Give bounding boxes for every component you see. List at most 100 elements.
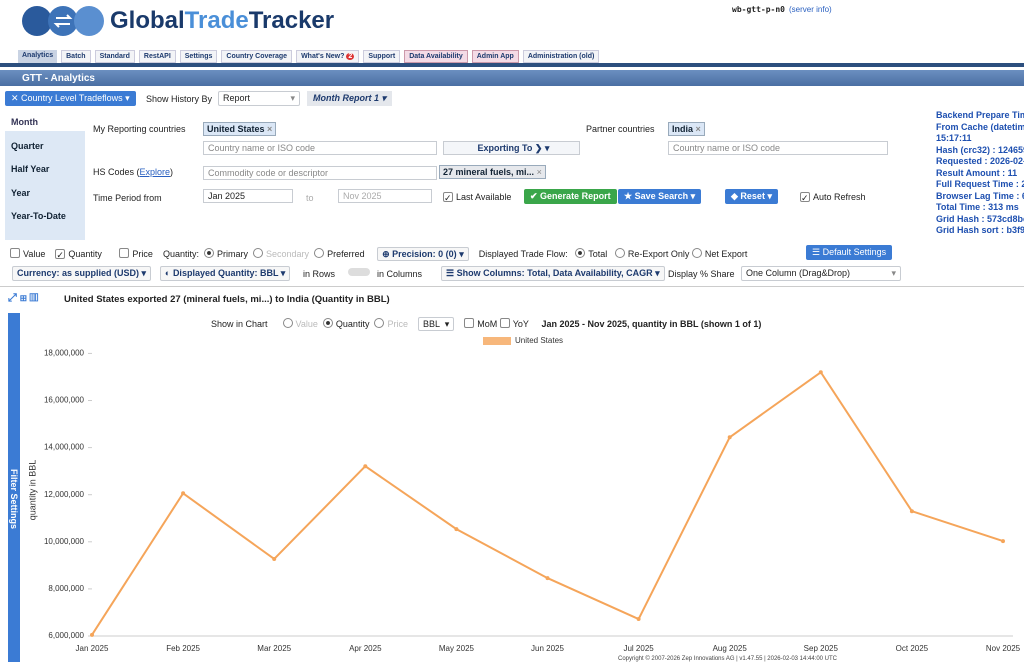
series-line — [91, 370, 1004, 636]
logo-part: Trade — [184, 7, 249, 34]
x-tick-label: Oct 2025 — [896, 644, 929, 653]
period-item[interactable]: Month — [5, 113, 91, 131]
point — [454, 527, 459, 532]
period-item[interactable]: Year-To-Date — [11, 211, 66, 221]
label: Show in Chart — [211, 319, 268, 329]
filter-sidebar[interactable] — [8, 313, 20, 662]
currency-select[interactable]: Currency: as supplied (USD) ▾ — [12, 266, 152, 281]
country-tag[interactable]: India × — [668, 122, 705, 136]
y-tick-label: 18,000,000 — [44, 349, 85, 358]
tab[interactable]: Batch — [61, 50, 91, 63]
copyright: Copyright © 2007-2026 Zep Innovations AG… — [618, 656, 838, 662]
label: Last Available — [456, 192, 512, 202]
toggle[interactable] — [348, 268, 370, 276]
explore-link[interactable]: Explore — [139, 167, 171, 177]
x-tick-label: Aug 2025 — [713, 644, 748, 653]
section-title: GTT - Analytics — [22, 73, 95, 84]
generate-button[interactable]: ✔ Generate Report — [524, 189, 617, 204]
logo-text: GlobalTradeTracker — [110, 7, 334, 35]
label: Preferred — [327, 249, 365, 259]
tab[interactable]: Admin App — [471, 50, 519, 63]
reset-button[interactable]: ◆ Reset ▾ — [725, 189, 778, 204]
tab[interactable]: Analytics — [18, 50, 58, 63]
input[interactable]: Country name or ISO code — [668, 141, 888, 155]
label: Net Export — [704, 249, 748, 259]
tab[interactable]: What's New? 2 — [296, 50, 360, 63]
point — [363, 464, 368, 469]
tab[interactable]: Standard — [94, 50, 135, 63]
report-select[interactable]: Month Report 1 ▾ — [307, 91, 393, 106]
y-tick-label: 6,000,000 — [48, 631, 84, 640]
history-select[interactable]: Report ▾ — [218, 91, 300, 106]
server-name: wb-gtt-p-n0 — [732, 5, 785, 14]
info-line: Backend Prepare Tim — [936, 110, 1024, 120]
label: My Reporting countries — [93, 124, 186, 134]
info-line: Total Time : 313 ms — [936, 202, 1019, 212]
input[interactable]: Country name or ISO code — [203, 141, 437, 155]
tab[interactable]: Data Availability — [404, 50, 468, 63]
server-info[interactable]: (server info) — [789, 5, 832, 14]
columns-select[interactable]: ☰ Show Columns: Total, Data Availability… — [441, 266, 665, 281]
input[interactable]: Commodity code or descriptor — [203, 166, 437, 180]
tab[interactable]: RestAPI — [138, 50, 176, 63]
tab[interactable]: Administration (old) — [522, 50, 600, 63]
logo-part: Global — [110, 7, 185, 34]
tab[interactable]: Support — [363, 50, 401, 63]
tab-label: Administration (old) — [527, 53, 595, 60]
date-input[interactable]: Jan 2025 — [203, 189, 293, 203]
hs-tag[interactable]: 27 mineral fuels, mi... × — [439, 165, 546, 179]
x-tick-label: Jul 2025 — [623, 644, 654, 653]
tag-text: 27 mineral fuels, mi... — [443, 167, 535, 177]
checkbox[interactable]: ✓ Auto Refresh — [800, 192, 866, 203]
point — [818, 370, 823, 375]
date-input[interactable]: Nov 2025 — [338, 189, 432, 203]
x-tick-label: Sep 2025 — [804, 644, 839, 653]
info-line: Grid Hash sort : b3f9 — [936, 225, 1024, 235]
tab[interactable]: Settings — [179, 50, 218, 63]
direction-select[interactable]: Exporting To ❯ ▾ — [443, 141, 580, 155]
flow-button[interactable]: ✕ Country Level Tradeflows ▾ — [5, 91, 136, 106]
label: One Column (Drag&Drop) — [746, 268, 851, 278]
result-title: United States exported 27 (mineral fuels… — [64, 294, 390, 305]
tab[interactable]: Country Coverage — [221, 50, 293, 63]
share-select[interactable]: One Column (Drag&Drop) ▾ — [741, 266, 901, 281]
label: Precision: 0 (0) — [392, 249, 457, 259]
tab-label: What's New? — [301, 53, 345, 60]
tab-bar: Analytics Batch Standard RestAPI Settings Cou… — [18, 50, 600, 63]
label: Price — [387, 319, 408, 329]
x-tick-label: Apr 2025 — [349, 644, 382, 653]
label: Time Period from — [93, 193, 162, 203]
legend-swatch — [483, 337, 511, 345]
logo-part: Tracker — [248, 7, 335, 34]
badge: 2 — [346, 53, 355, 60]
separator — [0, 286, 1024, 287]
tab-label: Settings — [184, 53, 213, 60]
tab-label: Data Availability — [409, 53, 463, 60]
flow-label: Country Level Tradeflows — [21, 93, 123, 103]
x-tick-label: Mar 2025 — [257, 644, 291, 653]
tag-text: India — [672, 124, 694, 134]
point — [90, 632, 94, 637]
x-tick-label: Feb 2025 — [166, 644, 200, 653]
label: Quantity — [335, 319, 370, 329]
info-line: Grid Hash : 573cd8bc — [936, 213, 1024, 224]
tag-text: United States — [207, 124, 265, 134]
period-item[interactable]: Half Year — [11, 164, 50, 174]
tab-label: RestAPI — [143, 53, 171, 60]
chart-controls: Show in Chart Value Quantity Price BBL ▾… — [211, 317, 762, 331]
country-tag[interactable]: United States × — [203, 122, 277, 136]
y-tick-label: 14,000,000 — [44, 443, 85, 452]
save-button[interactable]: ★ Save Search ▾ — [618, 189, 702, 204]
checkbox[interactable]: ✓ Last Available — [443, 192, 512, 203]
quantity-select[interactable]: ◐ Displayed Quantity: BBL ▾ — [160, 266, 291, 281]
label: Displayed Quantity: BBL — [172, 268, 279, 278]
info-line: Requested : 2026-02- — [936, 156, 1024, 166]
view-icons[interactable]: ⤢ ⊞ ▥ — [8, 292, 39, 304]
default-settings[interactable]: ☰ Default Settings — [806, 245, 893, 260]
period-item[interactable]: Year — [11, 187, 31, 198]
label: in Rows — [303, 269, 336, 279]
period-item[interactable]: Quarter — [11, 140, 44, 151]
y-tick-label: 10,000,000 — [44, 537, 85, 546]
side-info: Backend Prepare Tim From Cache (datetim 15… — [936, 110, 1024, 237]
